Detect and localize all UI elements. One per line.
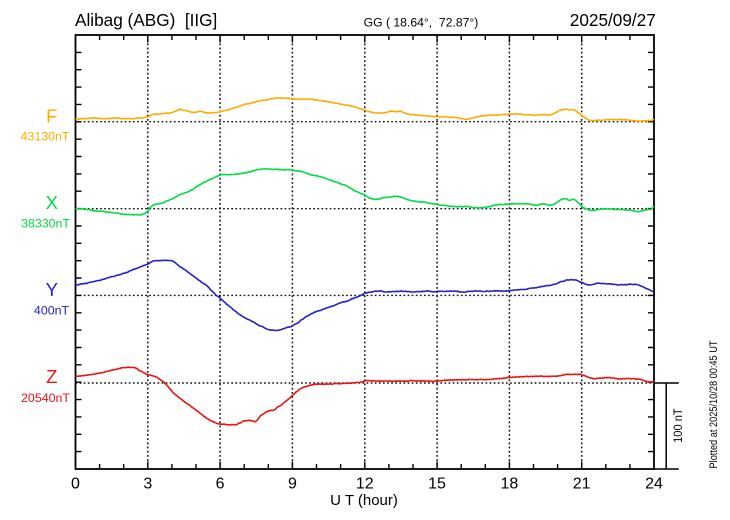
- svg-text:100 nT: 100 nT: [671, 408, 685, 443]
- svg-text:20540nT: 20540nT: [21, 391, 70, 405]
- svg-text:2025/09/27: 2025/09/27: [570, 10, 656, 30]
- svg-text:400nT: 400nT: [34, 303, 70, 317]
- svg-text:0: 0: [71, 476, 80, 493]
- svg-text:21: 21: [573, 476, 591, 493]
- svg-text:X: X: [46, 192, 58, 213]
- svg-text:18: 18: [500, 476, 518, 493]
- svg-text:38330nT: 38330nT: [21, 217, 70, 231]
- svg-text:Plotted at 2025/10/28 00:45 UT: Plotted at 2025/10/28 00:45 UT: [708, 340, 720, 468]
- svg-text:15: 15: [428, 476, 446, 493]
- svg-text:F: F: [46, 105, 57, 126]
- svg-text:3: 3: [143, 476, 152, 493]
- svg-text:GG ( 18.64°, 72.87°): GG ( 18.64°, 72.87°): [364, 15, 479, 29]
- svg-text:24: 24: [645, 476, 663, 493]
- svg-text:Alibag (ABG) [IIG]: Alibag (ABG) [IIG]: [75, 10, 217, 30]
- svg-text:43130nT: 43130nT: [21, 130, 70, 144]
- svg-text:6: 6: [216, 476, 225, 493]
- svg-text:9: 9: [288, 476, 297, 493]
- svg-text:Y: Y: [46, 279, 58, 300]
- svg-text:12: 12: [356, 476, 374, 493]
- svg-text:Z: Z: [46, 366, 57, 387]
- svg-text:U T (hour): U T (hour): [330, 492, 398, 509]
